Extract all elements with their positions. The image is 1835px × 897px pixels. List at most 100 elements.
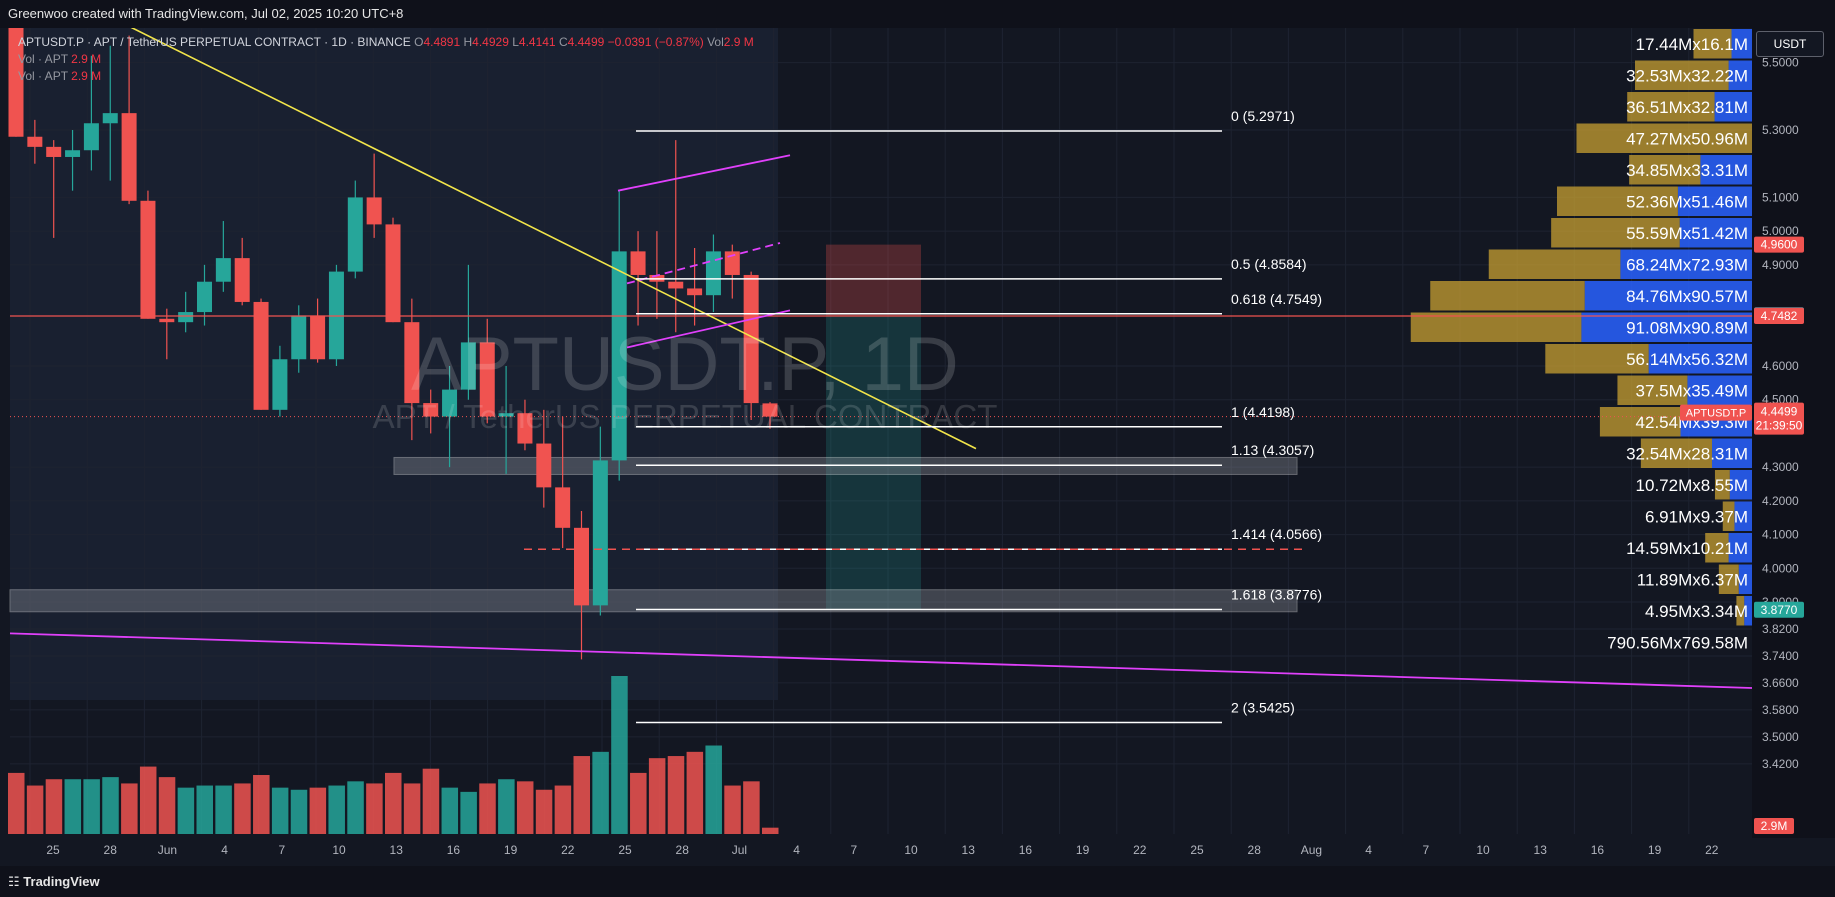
volume-profile-row: 6.91Mx9.37M — [1645, 501, 1752, 531]
candle-body — [517, 413, 533, 444]
fib-level-label: 2 (3.5425) — [1231, 700, 1295, 716]
volume-profile-label: 84.76Mx90.57M — [1626, 287, 1748, 306]
attribution-bar: Greenwoo created with TradingView.com, J… — [0, 0, 1835, 28]
volume-profile-down-bar — [1629, 155, 1701, 185]
volume-bar — [743, 781, 760, 834]
candle-body — [498, 413, 514, 417]
volume-profile-row: 91.08Mx90.89M — [1410, 312, 1752, 342]
candle-body — [140, 200, 156, 319]
volume-profile-label: 36.51Mx32.81M — [1626, 98, 1748, 117]
vol-value: 2.9 M — [723, 35, 754, 49]
volume-legend-row[interactable]: Vol · APT 2.9 M — [18, 51, 754, 68]
volume-profile-label: 47.27Mx50.96M — [1626, 130, 1748, 149]
volume-bar — [45, 779, 63, 834]
volume-bar — [309, 787, 327, 834]
candle-body — [592, 460, 608, 606]
candle-body — [705, 251, 721, 296]
volume-profile-row: 36.51Mx32.81M — [1626, 92, 1752, 122]
volume-bar — [328, 785, 345, 834]
volume-profile-row: 32.53Mx32.22M — [1626, 60, 1752, 90]
volume-profile-label: 10.72Mx8.55M — [1636, 476, 1748, 495]
volume-bar — [592, 751, 609, 834]
volume-bar — [121, 783, 138, 834]
volume-profile-label: 56.14Mx56.32M — [1626, 350, 1748, 369]
tradingview-brand[interactable]: TradingView — [23, 874, 100, 889]
candle-body — [291, 315, 307, 360]
volume-bar — [554, 785, 572, 834]
volume-bar — [253, 775, 270, 834]
candle-body — [27, 136, 43, 147]
volume-bar — [271, 787, 289, 834]
volume-bar — [64, 779, 82, 834]
close-label: C — [558, 35, 568, 49]
candle-body — [555, 487, 571, 528]
price-tick-label: 5.5000 — [1762, 56, 1799, 70]
volume-profile-down-bar — [1705, 533, 1729, 563]
candle-body — [178, 312, 194, 323]
volume-bar — [667, 756, 685, 834]
volume-badge-label: 2.9M — [1761, 819, 1788, 833]
volume-profile-down-bar — [1635, 60, 1729, 90]
time-tick-label: 25 — [618, 843, 632, 857]
time-tick-label: 7 — [278, 843, 285, 857]
volume-profile-row: 68.24Mx72.93M — [1488, 249, 1752, 279]
candle-body — [121, 113, 137, 201]
open-label: O — [414, 35, 424, 49]
support-zone-box — [9, 589, 1298, 613]
volume-indicator-value: 2.9 M — [71, 69, 102, 83]
candle-body — [46, 146, 62, 157]
watermark-description: APT / TetherUS PERPETUAL CONTRACT — [373, 398, 998, 435]
volume-profile-up-bar — [1679, 218, 1752, 248]
watermark-symbol: APTUSDT.P, 1D — [411, 322, 959, 407]
volume-profile-up-bar — [1714, 92, 1752, 122]
volume-profile-up-bar — [1687, 375, 1752, 405]
highlighted-range — [10, 28, 778, 700]
volume-bar — [158, 777, 176, 834]
volume-profile-label: 6.91Mx9.37M — [1645, 508, 1748, 527]
currency-selector-button[interactable]: USDT — [1756, 31, 1824, 57]
volume-profile-down-bar — [1627, 92, 1715, 122]
fib-level-label: 1.618 (3.8776) — [1231, 587, 1322, 603]
volume-legend-row[interactable]: Vol · APT 2.9 M — [18, 68, 754, 85]
low-value: 4.4141 — [518, 35, 556, 49]
volume-bar — [403, 783, 421, 834]
volume-profile-label: 52.36Mx51.46M — [1626, 193, 1748, 212]
change-value: −0.0391 (−0.87%) — [607, 35, 704, 49]
price-chart[interactable]: 17.44Mx16.1M 32.53Mx32.22M 36.51Mx32.81M 47… — [0, 28, 1835, 866]
volume-bar — [422, 768, 440, 834]
symbol-legend-row[interactable]: APTUSDT.P · APT / TetherUS PERPETUAL CON… — [18, 34, 754, 51]
volume-bar — [762, 827, 779, 834]
time-tick-label: 16 — [1591, 843, 1605, 857]
candle-body — [743, 274, 759, 404]
volume-bar — [516, 781, 534, 834]
price-tick-label: 3.4200 — [1762, 757, 1799, 771]
channel-upper-line — [617, 154, 791, 192]
footer-bar: ☷ TradingView — [0, 866, 1835, 897]
volume-profile-label: 17.44Mx16.1M — [1636, 35, 1748, 54]
candle-body — [366, 197, 382, 225]
channel-mid-line — [626, 242, 781, 285]
time-tick-label: 7 — [850, 843, 857, 857]
symbol-info[interactable]: APTUSDT.P · APT / TetherUS PERPETUAL CON… — [18, 35, 411, 49]
price-tick-label: 4.3000 — [1762, 460, 1799, 474]
volume-bar — [611, 676, 628, 834]
candle-body — [536, 443, 552, 488]
volume-profile-down-bar — [1693, 29, 1732, 59]
price-badge — [1754, 601, 1804, 618]
channel-lower-line — [626, 309, 791, 349]
volume-profile-up-bar — [1729, 470, 1752, 500]
volume-profile-label: 34.85Mx33.31M — [1626, 161, 1748, 180]
candle-body — [687, 288, 703, 296]
candle-body — [83, 123, 99, 151]
volume-bar — [102, 777, 119, 834]
tradingview-logo-icon[interactable]: ☷ — [8, 874, 20, 889]
low-label: L — [512, 35, 519, 49]
candle-body — [310, 315, 326, 360]
price-badge — [1754, 308, 1804, 325]
volume-badge — [1754, 818, 1794, 834]
time-tick-label: 19 — [1648, 843, 1662, 857]
candle-body — [574, 527, 589, 606]
price-badge-label: 4.7482 — [1761, 309, 1798, 323]
volume-bar — [648, 758, 666, 834]
volume-bar — [686, 751, 704, 834]
